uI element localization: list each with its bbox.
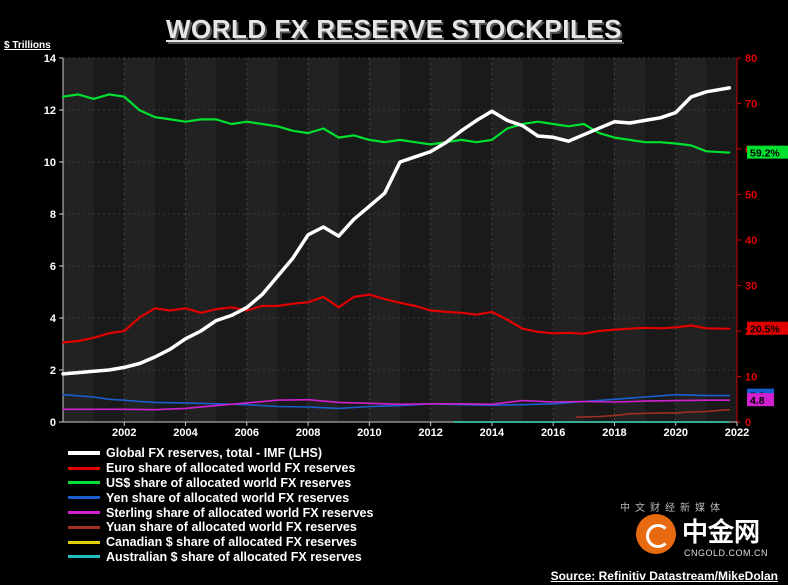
legend-swatch — [68, 511, 100, 515]
x-axis-tick-label: 2012 — [418, 427, 442, 439]
cngold-logo-icon — [636, 514, 676, 554]
end-value-label-box — [747, 393, 774, 407]
x-axis-tick-label: 2004 — [173, 427, 198, 439]
series-line-sterling — [62, 398, 731, 411]
plot-band — [675, 58, 707, 422]
left-axis-tick-label: 12 — [44, 105, 56, 117]
legend-swatch — [68, 525, 100, 529]
x-axis-tick-label: 2010 — [357, 427, 381, 439]
legend-label: Australian $ share of allocated FX reser… — [106, 549, 362, 564]
series-line-us — [61, 93, 731, 154]
legend-swatch — [68, 540, 100, 544]
x-axis-tick-label: 2022 — [725, 427, 749, 439]
end-value-label: 4.8 — [747, 393, 774, 407]
end-value-label-box — [747, 145, 788, 159]
left-axis-tick-label: 10 — [44, 157, 56, 169]
x-axis-tick-label: 2002 — [112, 427, 136, 439]
legend-label: Yen share of allocated world FX reserves — [106, 490, 350, 505]
right-axis-tick-label: 40 — [745, 235, 757, 247]
legend-item: Canadian $ share of allocated FX reserve… — [68, 535, 373, 550]
watermark-tagline: 中文财经新媒体 — [620, 503, 725, 514]
cngold-watermark: 中文财经新媒体 中金网 CNGOLD.COM.CN — [620, 503, 781, 562]
end-value-label-box — [747, 321, 788, 335]
series-line-euro — [61, 293, 731, 344]
legend-label: Canadian $ share of allocated FX reserve… — [106, 535, 357, 550]
legend-item: Euro share of allocated world FX reserve… — [68, 461, 373, 476]
end-value-label-text: 20.5% — [750, 324, 780, 336]
watermark-brand: 中金网 — [682, 518, 761, 548]
x-axis-tick-label: 2008 — [296, 427, 320, 439]
plot-band — [63, 58, 94, 422]
right-axis-tick-label: 30 — [745, 281, 757, 293]
end-value-label-text: 59.2% — [750, 148, 780, 160]
series-line-global — [61, 86, 732, 376]
series-line-yen — [62, 393, 731, 410]
left-axis-unit-label: $ Trillions — [4, 40, 51, 51]
left-axis-tick-label: 6 — [50, 261, 56, 273]
left-axis-tick-label: 2 — [50, 365, 56, 377]
right-axis-tick-label: 0 — [745, 417, 751, 429]
end-value-label: 59.2% — [747, 145, 788, 160]
x-axis-tick-label: 2006 — [235, 427, 259, 439]
right-axis-tick-label: 70 — [745, 99, 757, 111]
legend-label: Global FX reserves, total - IMF (LHS) — [106, 446, 323, 461]
end-value-label: 20.5% — [747, 321, 788, 336]
left-axis-tick-label: 8 — [50, 209, 56, 221]
plot-band — [246, 58, 278, 422]
legend-swatch — [68, 451, 100, 456]
legend-swatch — [68, 555, 100, 559]
plot-band — [185, 58, 217, 422]
legend-label: Sterling share of allocated world FX res… — [106, 505, 374, 520]
chart-title: WORLD FX RESERVE STOCKPILES — [165, 14, 623, 44]
x-axis-tick-label: 2014 — [480, 427, 505, 439]
right-axis-tick-label: 10 — [745, 372, 757, 384]
plot-band — [308, 58, 339, 422]
legend-swatch — [68, 481, 100, 485]
legend-swatch — [68, 466, 100, 470]
x-axis-tick-label: 2016 — [541, 427, 565, 439]
right-axis-tick-label: 50 — [745, 190, 757, 202]
x-axis-tick-label: 2018 — [602, 427, 626, 439]
legend-label: Euro share of allocated world FX reserve… — [106, 461, 356, 476]
chart-legend: Global FX reserves, total - IMF (LHS) Eur… — [68, 446, 373, 564]
watermark-domain: CNGOLD.COM.CN — [684, 548, 769, 558]
x-axis-tick-label: 2020 — [663, 427, 687, 439]
legend-item: Yuan share of allocated world FX reserve… — [68, 520, 373, 535]
legend-swatch — [68, 496, 100, 500]
plot-band — [369, 58, 400, 422]
end-value-label-text: 4.8 — [750, 395, 765, 407]
plot-band — [430, 58, 462, 422]
plot-band — [124, 58, 155, 422]
plot-band — [553, 58, 584, 422]
legend-label: Yuan share of allocated world FX reserve… — [106, 520, 357, 535]
plot-band — [614, 58, 646, 422]
left-axis-tick-label: 14 — [44, 53, 57, 65]
right-axis-tick-label: 80 — [745, 53, 757, 65]
legend-label: US$ share of allocated world FX reserves — [106, 475, 352, 490]
source-credit: Source: Refinitiv Datastream/MikeDolan — [550, 569, 778, 583]
legend-item: Australian $ share of allocated FX reser… — [68, 550, 373, 565]
series-line-yuan — [575, 408, 731, 418]
left-axis-tick-label: 0 — [50, 417, 56, 429]
legend-item: US$ share of allocated world FX reserves — [68, 476, 373, 491]
legend-item: Yen share of allocated world FX reserves — [68, 490, 373, 505]
legend-item: Global FX reserves, total - IMF (LHS) — [68, 446, 373, 461]
left-axis-tick-label: 4 — [50, 313, 57, 325]
legend-item: Sterling share of allocated world FX res… — [68, 505, 373, 520]
